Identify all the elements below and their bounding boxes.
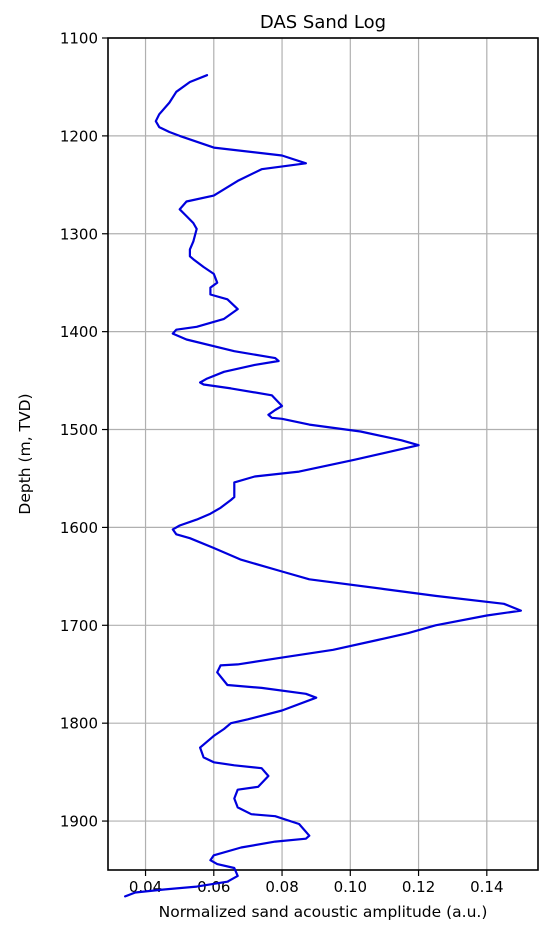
y-tick-label: 1400 [60,323,98,341]
y-tick-label: 1700 [60,617,98,635]
y-tick-label: 1300 [60,225,98,243]
chart-title: DAS Sand Log [260,12,386,33]
y-tick-label: 1800 [60,715,98,733]
plot-area-frame [107,37,539,871]
y-tick-label: 1600 [60,519,98,537]
x-tick-label: 0.08 [265,878,298,896]
x-axis-title: Normalized sand acoustic amplitude (a.u.… [159,903,488,921]
y-tick-label: 1200 [60,127,98,145]
sand-amplitude-line [124,74,522,898]
x-axis: 0.04 0.06 0.08 0.10 0.12 0.14 [129,870,504,896]
y-axis: 1100 1200 1300 1400 1500 1600 1700 1800 1900 [60,30,108,831]
x-tick-label: 0.06 [197,878,230,896]
y-tick-label: 1100 [60,30,98,48]
x-tick-label: 0.12 [402,878,435,896]
y-tick-label: 1900 [60,813,98,831]
x-tick-label: 0.10 [334,878,367,896]
x-tick-label: 0.14 [470,878,503,896]
y-tick-label: 1500 [60,421,98,439]
y-axis-title: Depth (m, TVD) [16,393,34,514]
grid-lines [108,37,538,870]
